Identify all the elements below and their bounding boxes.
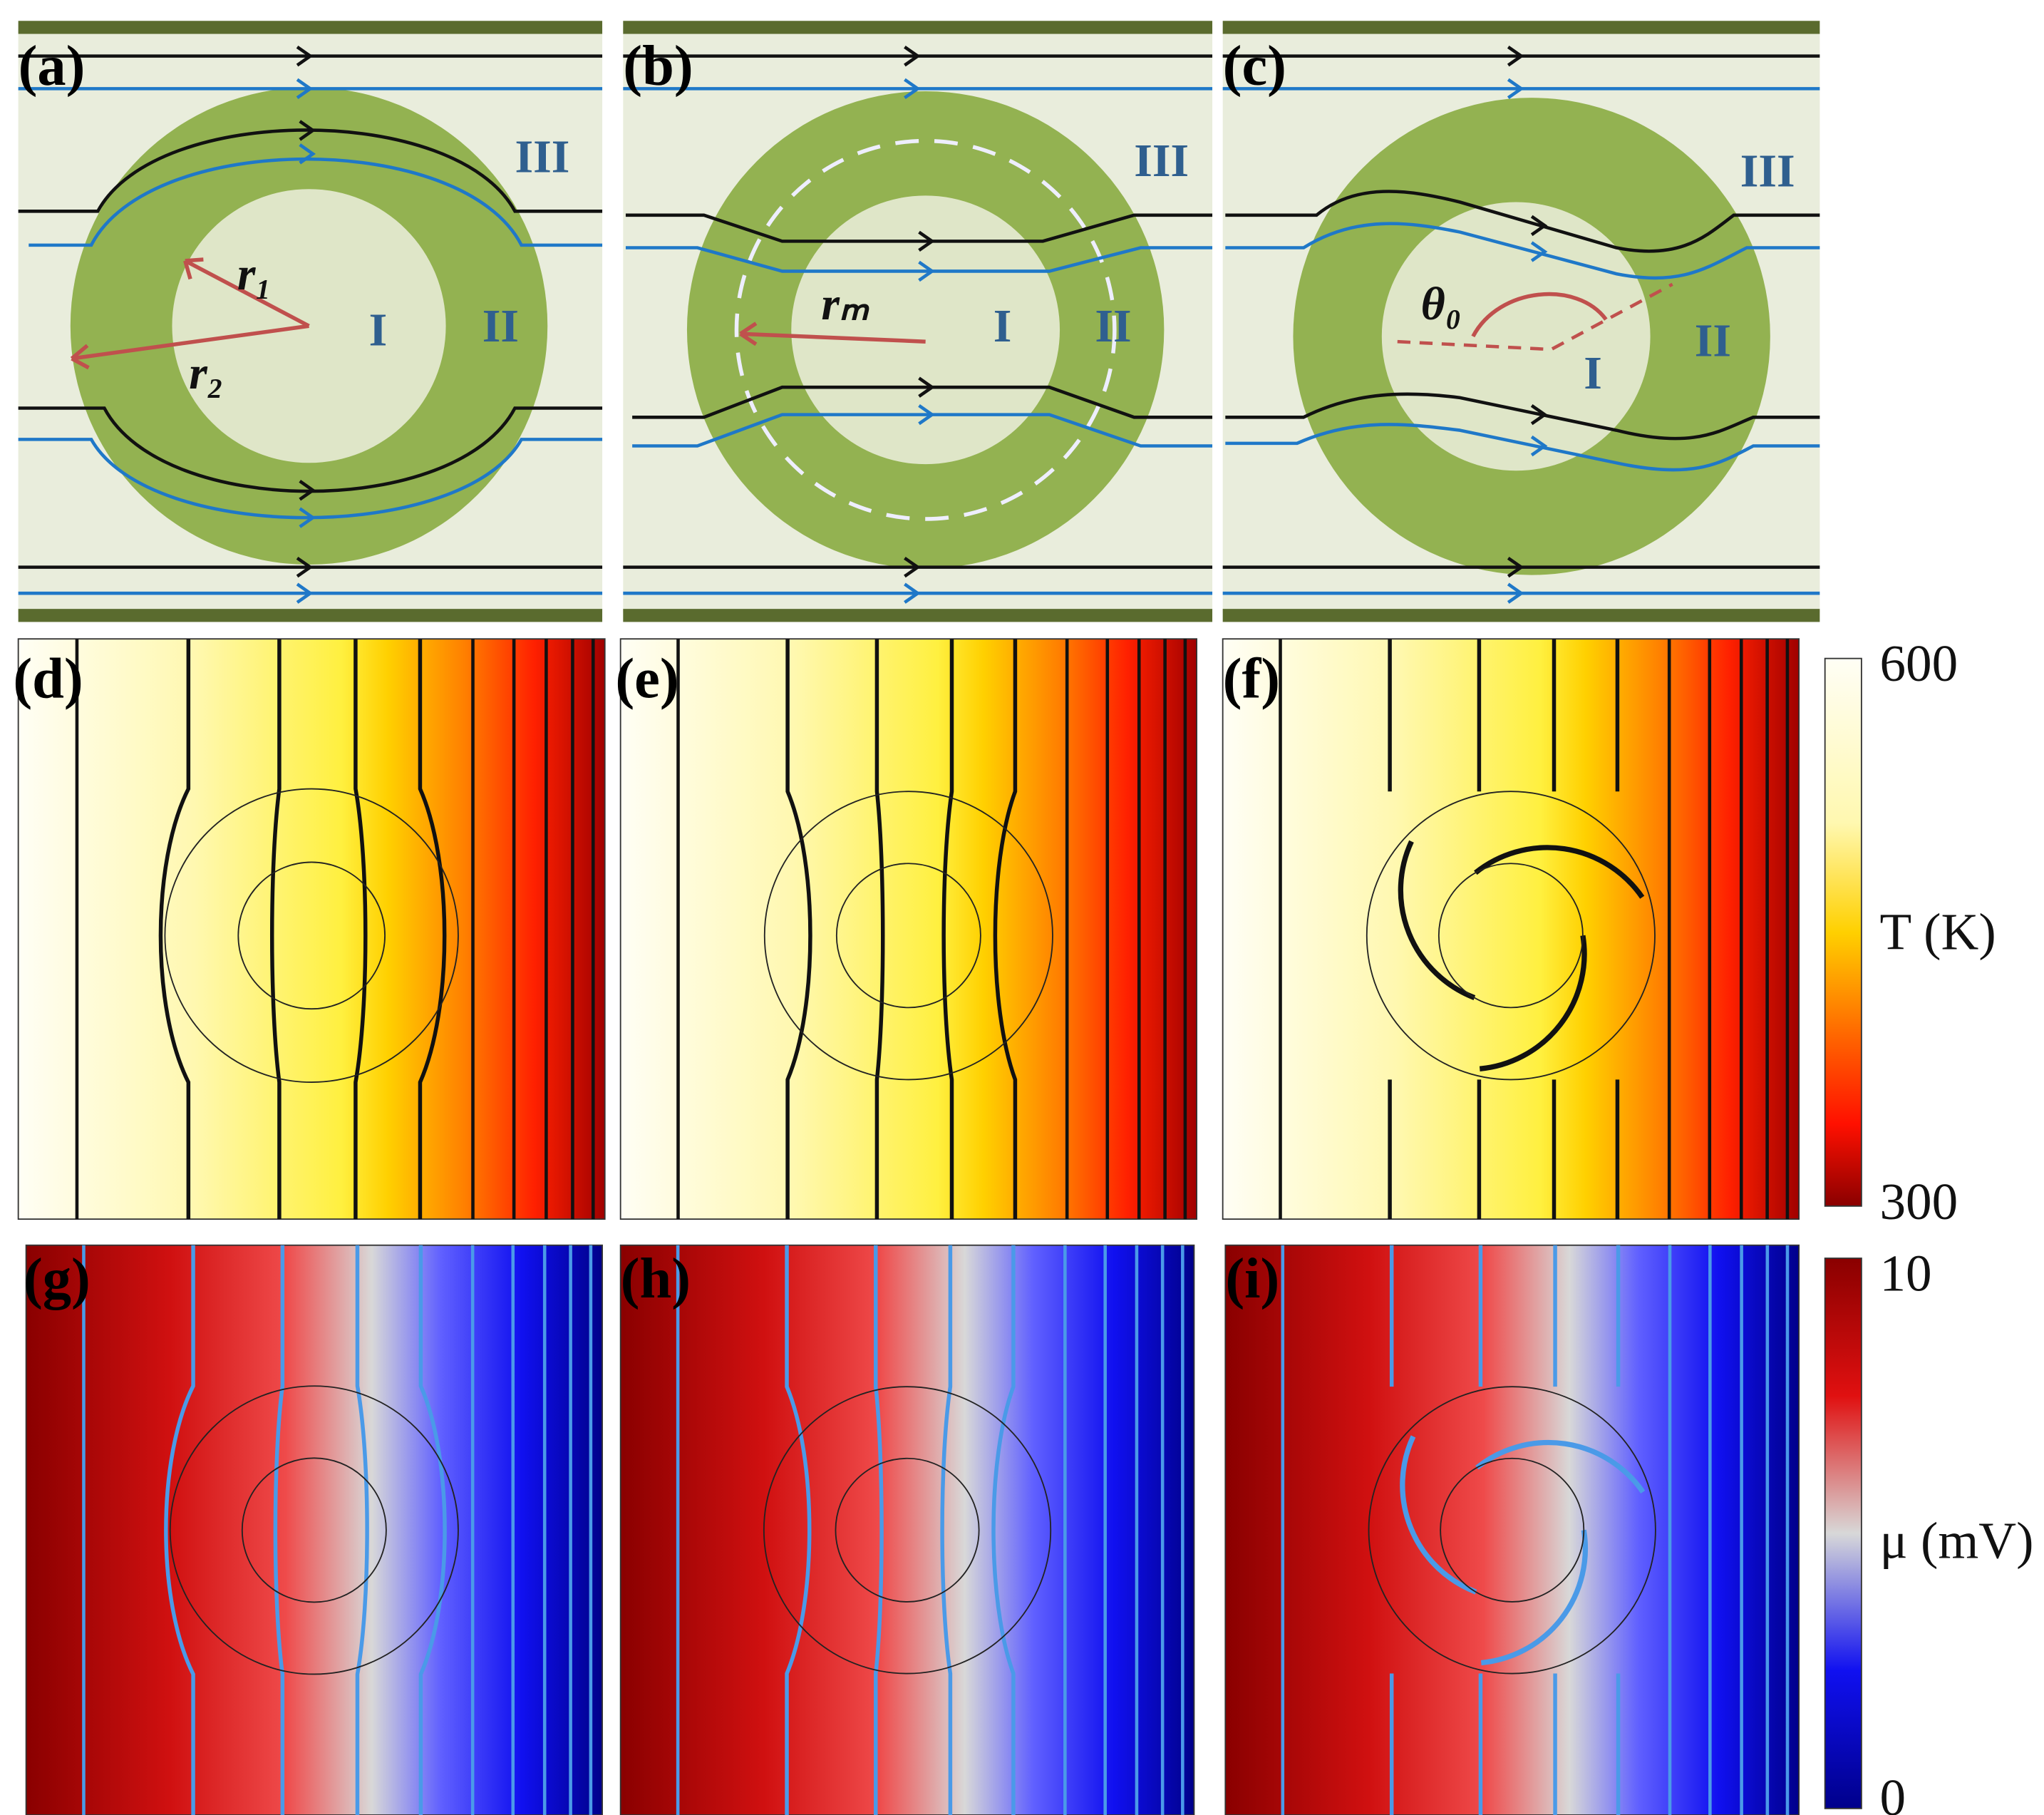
field-map (1223, 639, 1799, 1219)
field-map (621, 1245, 1194, 1815)
panel-label: (g) (24, 1247, 91, 1310)
panel-label: (h) (621, 1247, 691, 1310)
field-map (19, 639, 605, 1219)
region-label: II (1095, 300, 1131, 352)
boundary (19, 21, 602, 34)
angle-label: θ₀ (1421, 278, 1462, 330)
colorbar-mu (1825, 1258, 1862, 1809)
colorbar-title: T (K) (1879, 903, 1996, 961)
region-label: II (1695, 314, 1731, 366)
colorbar-min: 0 (1879, 1769, 1906, 1815)
region-label: III (515, 130, 570, 182)
boundary (1223, 21, 1820, 34)
colorbar-t (1825, 659, 1862, 1206)
panel-label: (a) (19, 34, 86, 98)
field-map (621, 639, 1197, 1219)
colorbar-max: 10 (1879, 1245, 1931, 1302)
radius-label: r₁ (237, 248, 272, 300)
field-maps (19, 639, 1799, 1815)
region-label: III (1740, 145, 1795, 197)
panel-label: (c) (1223, 34, 1286, 98)
boundary (623, 609, 1212, 622)
panel-label: (e) (615, 647, 678, 711)
panel-label: (d) (13, 647, 83, 711)
boundary (623, 21, 1212, 34)
figure: IIIIIIr₁r₂IIIrₘIIIIIIθ₀III 600 300 T (K)… (0, 0, 2044, 1815)
radius-label: rₘ (821, 278, 870, 330)
radius-label: r₂ (189, 347, 224, 399)
panel-label: (i) (1225, 1247, 1279, 1310)
region-label: II (482, 300, 519, 352)
field-map (26, 1245, 602, 1815)
boundary (1223, 609, 1820, 622)
field-map (1225, 1245, 1799, 1815)
colorbar-max: 600 (1879, 634, 1958, 692)
region-label: I (993, 300, 1012, 352)
panel-label: (b) (623, 34, 693, 98)
region-label: I (369, 304, 388, 356)
panel-label: (f) (1223, 647, 1280, 711)
colorbar-min: 300 (1879, 1173, 1958, 1230)
boundary (19, 609, 602, 622)
colorbar-title: μ (mV) (1879, 1512, 2033, 1570)
region-label: I (1584, 347, 1602, 399)
region-label: III (1134, 135, 1189, 187)
